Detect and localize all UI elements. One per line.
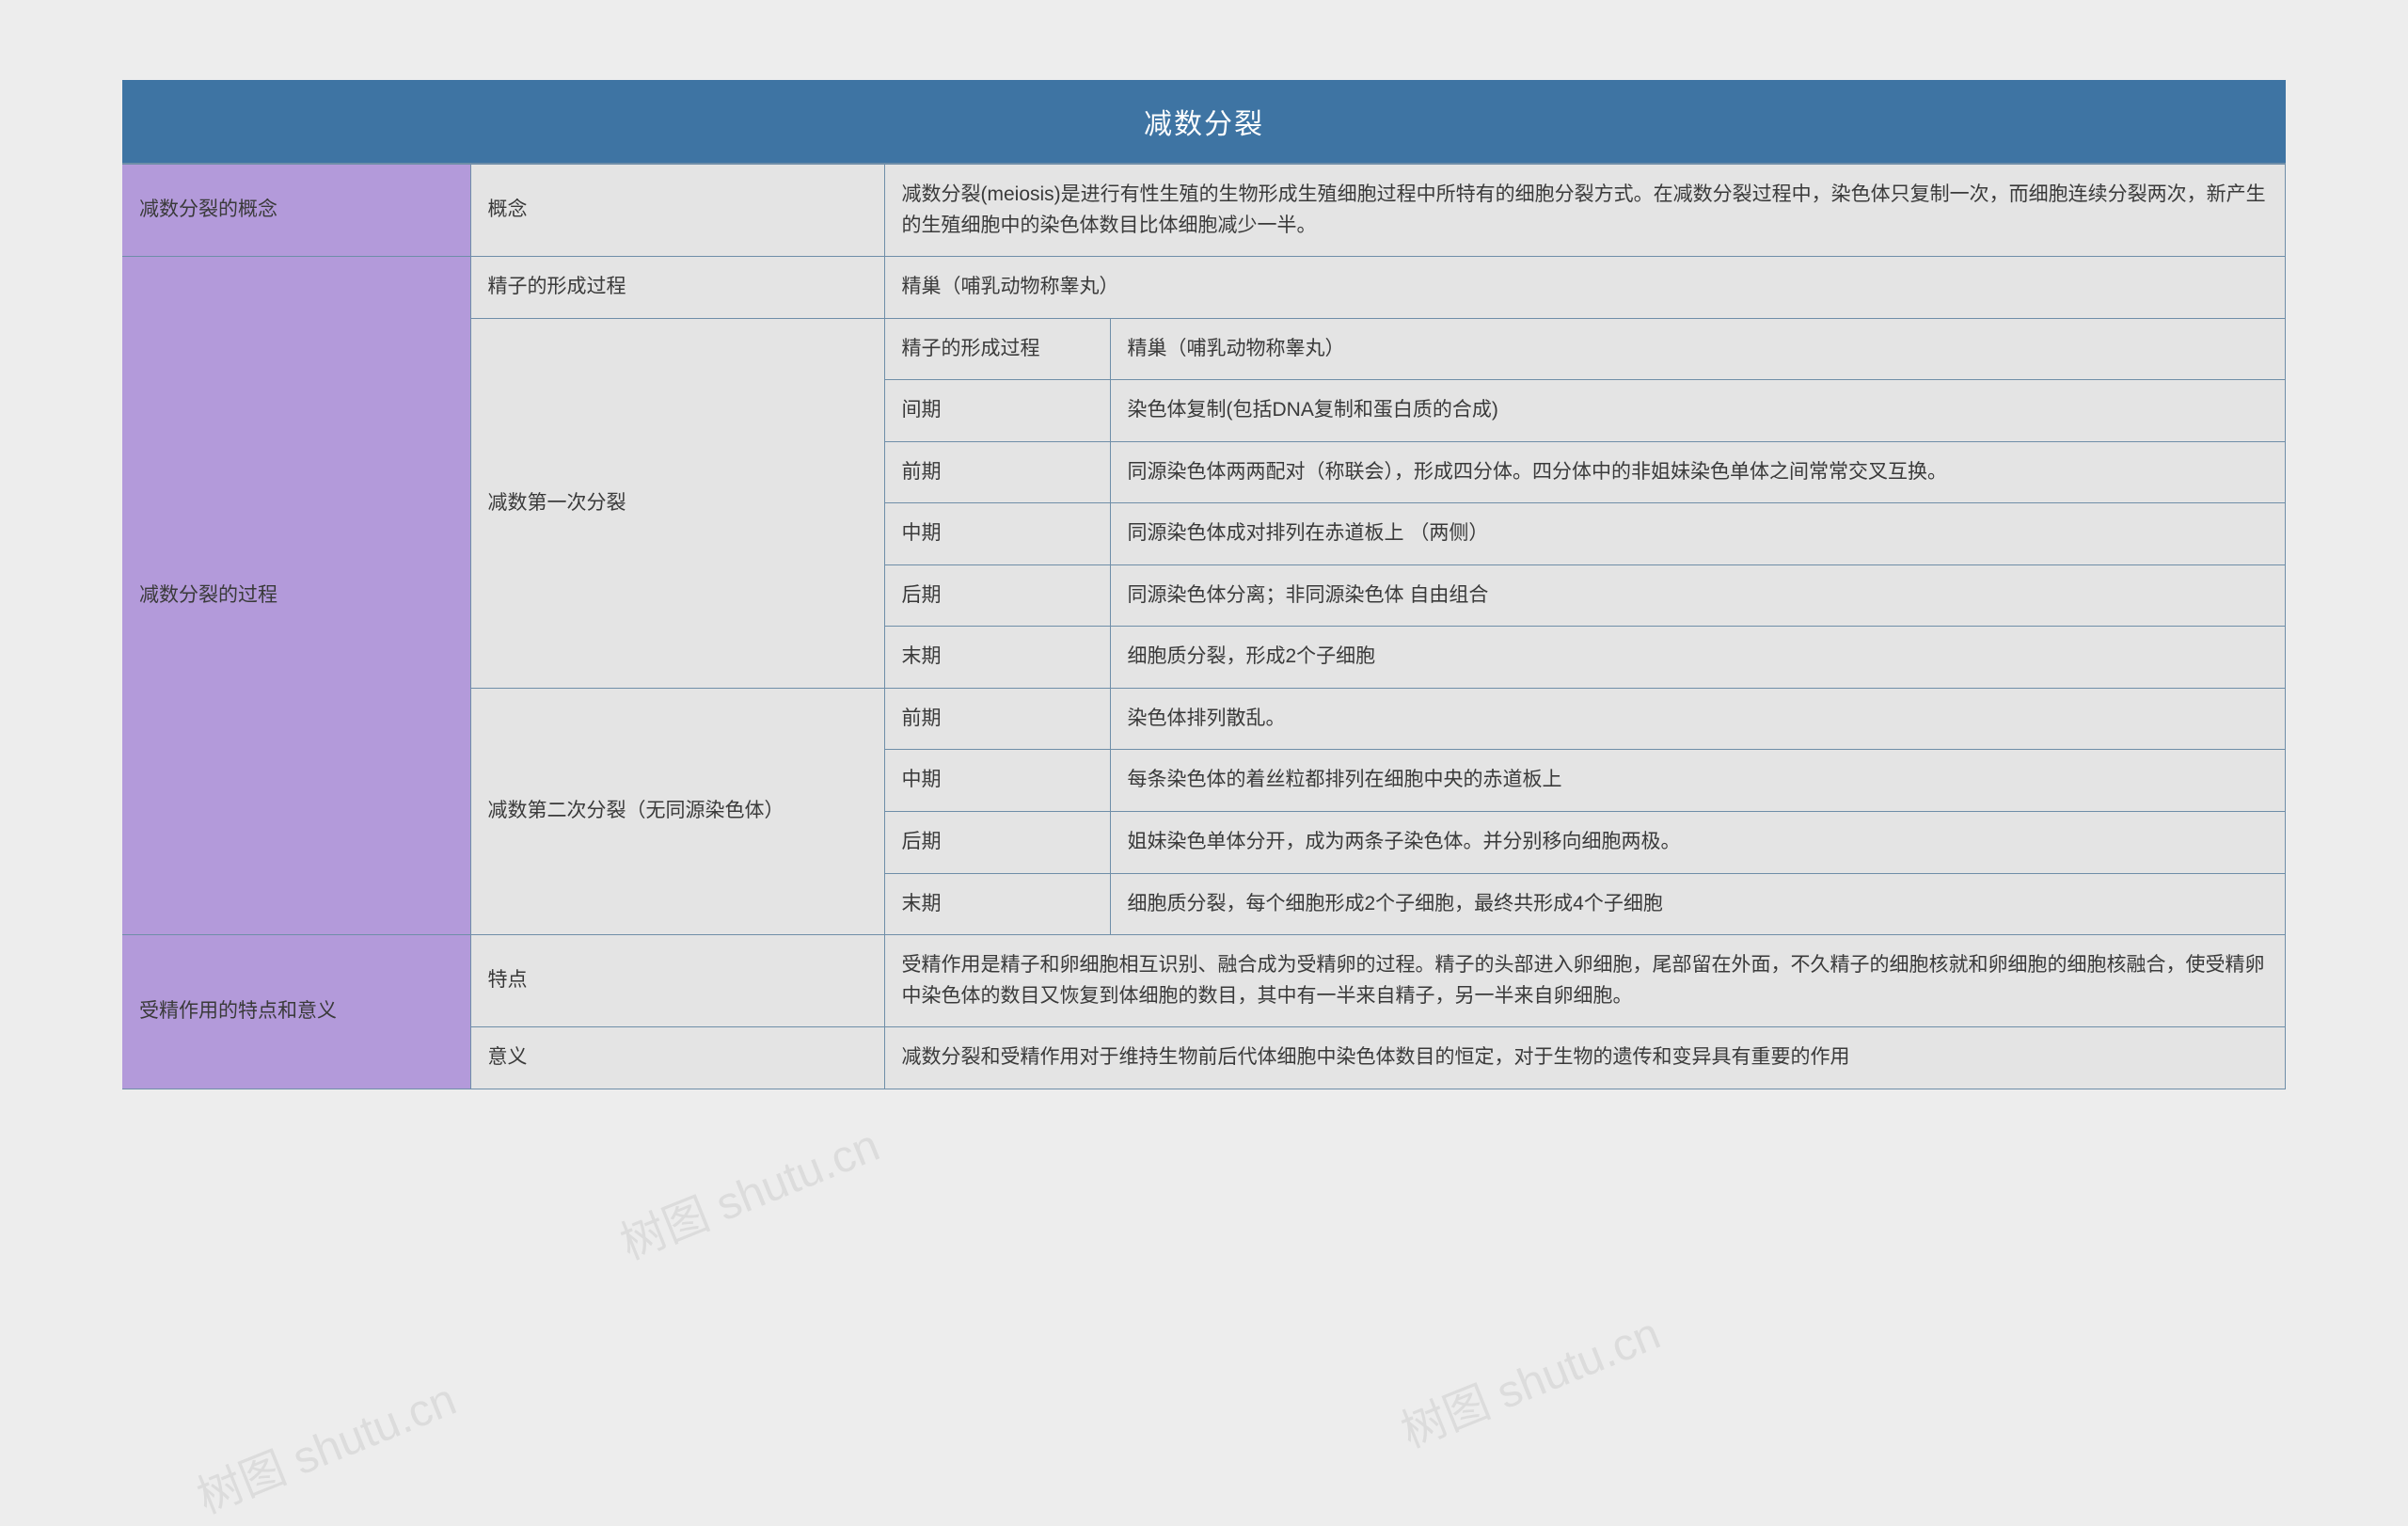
phase-text: 姐妹染色单体分开，成为两条子染色体。并分别移向细胞两极。 [1110, 812, 2286, 874]
phase-label: 后期 [884, 812, 1110, 874]
phase-text: 同源染色体两两配对（称联会），形成四分体。四分体中的非姐妹染色单体之间常常交叉互… [1110, 441, 2286, 503]
fert-feature-label: 特点 [470, 935, 884, 1027]
phase-label: 末期 [884, 873, 1110, 935]
meiosis-table: 减数分裂的概念概念减数分裂(meiosis)是进行有性生殖的生物形成生殖细胞过程… [122, 164, 2286, 1089]
phase-text: 精巢（哺乳动物称睾丸） [1110, 318, 2286, 380]
phase-label: 末期 [884, 627, 1110, 689]
phase-label: 后期 [884, 564, 1110, 627]
fert-meaning-text: 减数分裂和受精作用对于维持生物前后代体细胞中染色体数目的恒定，对于生物的遗传和变… [884, 1027, 2286, 1089]
concept-label: 概念 [470, 165, 884, 257]
section-concept: 减数分裂的概念 [122, 165, 470, 257]
table-row: 减数分裂的过程精子的形成过程精巢（哺乳动物称睾丸） [122, 257, 2286, 319]
watermark: 树图 shutu.cn [185, 1362, 464, 1526]
phase-text: 同源染色体成对排列在赤道板上 （两侧） [1110, 503, 2286, 565]
phase-label: 中期 [884, 750, 1110, 812]
table-row: 受精作用的特点和意义特点 受精作用是精子和卵细胞相互识别、融合成为受精卵的过程。… [122, 935, 2286, 1027]
table-row: 减数分裂的概念概念减数分裂(meiosis)是进行有性生殖的生物形成生殖细胞过程… [122, 165, 2286, 257]
phase-label: 前期 [884, 441, 1110, 503]
fert-feature-text: 受精作用是精子和卵细胞相互识别、融合成为受精卵的过程。精子的头部进入卵细胞，尾部… [884, 935, 2286, 1027]
section-process: 减数分裂的过程 [122, 257, 470, 935]
watermark: 树图 shutu.cn [1389, 1296, 1668, 1460]
phase-label: 精子的形成过程 [884, 318, 1110, 380]
watermark: 树图 shutu.cn [609, 1108, 887, 1272]
phase-text: 细胞质分裂，每个细胞形成2个子细胞，最终共形成4个子细胞 [1110, 873, 2286, 935]
meiosis-table-wrap: 减数分裂 减数分裂的概念概念减数分裂(meiosis)是进行有性生殖的生物形成生… [122, 80, 2286, 1089]
meiosis1-label: 减数第一次分裂 [470, 318, 884, 688]
phase-text: 染色体排列散乱。 [1110, 688, 2286, 750]
section-fertilization: 受精作用的特点和意义 [122, 935, 470, 1089]
concept-text: 减数分裂(meiosis)是进行有性生殖的生物形成生殖细胞过程中所特有的细胞分裂… [884, 165, 2286, 257]
phase-label: 中期 [884, 503, 1110, 565]
phase-text: 细胞质分裂，形成2个子细胞 [1110, 627, 2286, 689]
phase-label: 间期 [884, 380, 1110, 442]
phase-text: 同源染色体分离；非同源染色体 自由组合 [1110, 564, 2286, 627]
phase-text: 每条染色体的着丝粒都排列在细胞中央的赤道板上 [1110, 750, 2286, 812]
sperm-formation-label: 精子的形成过程 [470, 257, 884, 319]
phase-text: 染色体复制(包括DNA复制和蛋白质的合成) [1110, 380, 2286, 442]
sperm-formation-text: 精巢（哺乳动物称睾丸） [884, 257, 2286, 319]
phase-label: 前期 [884, 688, 1110, 750]
meiosis2-label: 减数第二次分裂（无同源染色体） [470, 688, 884, 934]
table-title: 减数分裂 [122, 80, 2286, 164]
fert-meaning-label: 意义 [470, 1027, 884, 1089]
